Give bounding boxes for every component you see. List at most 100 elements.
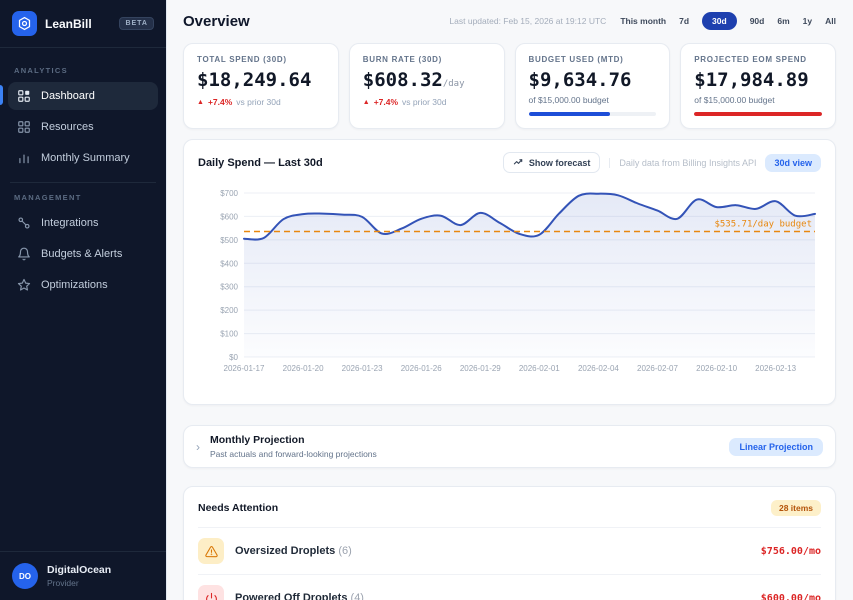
provider-role: Provider bbox=[47, 578, 79, 588]
attention-row-powered-off-droplets[interactable]: Powered Off Droplets (4) $600.00/mo bbox=[198, 574, 821, 600]
budget-progress-track bbox=[528, 112, 657, 116]
sidebar-item-label: Monthly Summary bbox=[41, 152, 130, 164]
provider-row[interactable]: DO DigitalOcean Provider bbox=[0, 551, 166, 600]
projection-progress-track bbox=[694, 112, 822, 116]
sidebar-item-label: Optimizations bbox=[41, 279, 108, 291]
sidebar-nav: ANALYTICS Dashboard Resources Monthly Su… bbox=[0, 48, 166, 310]
warning-triangle-icon bbox=[198, 538, 224, 564]
needs-attention-title: Needs Attention bbox=[198, 502, 279, 514]
sidebar-item-budgets-alerts[interactable]: Budgets & Alerts bbox=[8, 240, 158, 268]
svg-text:2026-02-04: 2026-02-04 bbox=[578, 364, 619, 373]
svg-text:$535.71/day budget: $535.71/day budget bbox=[714, 220, 812, 230]
show-forecast-button[interactable]: Show forecast bbox=[502, 152, 601, 173]
section-label-analytics: ANALYTICS bbox=[14, 66, 68, 75]
bar-chart-icon bbox=[19, 154, 29, 164]
svg-text:$0: $0 bbox=[229, 353, 238, 362]
link-icon bbox=[18, 217, 30, 229]
svg-text:2026-01-26: 2026-01-26 bbox=[401, 364, 442, 373]
kpi-label: TOTAL SPEND (30D) bbox=[197, 55, 287, 64]
attention-cost: $756.00/mo bbox=[760, 545, 821, 557]
needs-attention-card: Needs Attention 28 items Oversized Dropl… bbox=[183, 486, 836, 600]
leanbill-logo-icon bbox=[12, 11, 37, 36]
svg-text:$600: $600 bbox=[220, 212, 238, 221]
svg-text:2026-02-01: 2026-02-01 bbox=[519, 364, 560, 373]
sidebar-item-monthly-summary[interactable]: Monthly Summary bbox=[8, 144, 158, 172]
kpi-total-spend: TOTAL SPEND (30D) $18,249.64 ▲ +7.4% vs … bbox=[183, 43, 339, 129]
main-content: Overview Last updated: Feb 15, 2026 at 1… bbox=[167, 0, 853, 600]
sidebar-item-label: Budgets & Alerts bbox=[41, 248, 123, 260]
delta-up-icon: ▲ bbox=[362, 98, 370, 106]
kpi-value: $9,634.76 bbox=[528, 69, 632, 91]
svg-text:$700: $700 bbox=[220, 189, 238, 198]
items-count-badge: 28 items bbox=[770, 500, 821, 516]
dashboard-icon bbox=[18, 90, 30, 102]
provider-name: DigitalOcean bbox=[47, 564, 112, 576]
kpi-value: $17,984.89 bbox=[694, 69, 809, 91]
range-90d[interactable]: 90d bbox=[749, 16, 765, 26]
attention-cost: $600.00/mo bbox=[760, 592, 821, 600]
kpi-burn-rate: BURN RATE (30D) $608.32/day ▲ +7.4% vs p… bbox=[348, 43, 505, 129]
svg-text:$100: $100 bbox=[220, 330, 238, 339]
delta-up-icon: ▲ bbox=[197, 98, 204, 106]
attention-count: (6) bbox=[338, 545, 352, 557]
chart-source-note: Daily data from Billing Insights API bbox=[609, 157, 756, 168]
sidebar-item-optimizations[interactable]: Optimizations bbox=[8, 271, 158, 299]
svg-text:2026-01-23: 2026-01-23 bbox=[342, 364, 383, 373]
attention-row-oversized-droplets[interactable]: Oversized Droplets (6) $756.00/mo bbox=[198, 527, 821, 574]
projection-subtitle: Past actuals and forward-looking project… bbox=[210, 449, 377, 459]
range-7d[interactable]: 7d bbox=[679, 16, 690, 26]
last-updated-text: Last updated: Feb 15, 2026 at 19:12 UTC bbox=[449, 16, 607, 26]
range-this-month[interactable]: This month bbox=[620, 16, 667, 26]
budget-progress-fill bbox=[528, 112, 611, 116]
kpi-budget-used: BUDGET USED (MTD) $9,634.76 of $15,000.0… bbox=[514, 43, 671, 129]
star-icon bbox=[17, 278, 31, 291]
projection-badge: Linear Projection bbox=[729, 437, 823, 456]
kpi-projected-eom: PROJECTED EOM SPEND $17,984.89 of $15,00… bbox=[680, 43, 836, 129]
svg-text:2026-02-10: 2026-02-10 bbox=[696, 364, 737, 373]
time-range-selector: This month 7d 30d 90d 6m 1y All bbox=[620, 12, 836, 30]
range-1y[interactable]: 1y bbox=[802, 16, 813, 26]
beta-badge: BETA bbox=[119, 17, 154, 30]
kpi-unit: /day bbox=[442, 79, 465, 89]
sidebar-item-label: Resources bbox=[41, 121, 94, 133]
svg-text:2026-01-20: 2026-01-20 bbox=[283, 364, 324, 373]
power-off-icon bbox=[198, 585, 224, 600]
range-30d[interactable]: 30d bbox=[702, 12, 737, 30]
attention-label: Powered Off Droplets (4) bbox=[235, 592, 364, 600]
sidebar-item-integrations[interactable]: Integrations bbox=[8, 209, 158, 237]
range-all[interactable]: All bbox=[825, 16, 836, 26]
section-label-management: MANAGEMENT bbox=[14, 193, 82, 202]
svg-text:$400: $400 bbox=[220, 259, 238, 268]
delta-suffix: vs prior 30d bbox=[402, 97, 447, 107]
svg-text:$300: $300 bbox=[220, 283, 238, 292]
kpi-label: BURN RATE (30D) bbox=[362, 55, 442, 64]
svg-text:$500: $500 bbox=[220, 236, 238, 245]
kpi-label: BUDGET USED (MTD) bbox=[528, 55, 624, 64]
trend-line-icon bbox=[513, 159, 523, 165]
monthly-projection-card[interactable]: › Monthly Projection Past actuals and fo… bbox=[183, 425, 836, 468]
delta-value: +7.4% bbox=[373, 97, 399, 107]
projection-progress-fill bbox=[694, 112, 822, 116]
kpi-value: $608.32/day bbox=[362, 69, 465, 91]
brand-name: LeanBill bbox=[45, 16, 92, 31]
kpi-value: $18,249.64 bbox=[197, 69, 312, 91]
bell-icon bbox=[18, 247, 30, 261]
projection-title: Monthly Projection bbox=[210, 434, 305, 446]
kpi-row: TOTAL SPEND (30D) $18,249.64 ▲ +7.4% vs … bbox=[183, 43, 836, 129]
brand-row: LeanBill BETA bbox=[0, 0, 166, 48]
range-6m[interactable]: 6m bbox=[777, 16, 790, 26]
svg-text:2026-02-13: 2026-02-13 bbox=[755, 364, 796, 373]
daily-spend-card: Daily Spend — Last 30d Show forecast Dai… bbox=[183, 139, 836, 405]
sidebar-item-resources[interactable]: Resources bbox=[8, 113, 158, 141]
svg-text:2026-02-07: 2026-02-07 bbox=[637, 364, 678, 373]
digitalocean-avatar: DO bbox=[12, 563, 38, 589]
view-pill[interactable]: 30d view bbox=[765, 153, 821, 172]
chevron-right-icon[interactable]: › bbox=[196, 439, 200, 454]
delta-suffix: vs prior 30d bbox=[236, 97, 281, 107]
attention-label: Oversized Droplets (6) bbox=[235, 545, 352, 557]
sidebar-item-dashboard[interactable]: Dashboard bbox=[0, 82, 158, 110]
chart-title: Daily Spend — Last 30d bbox=[198, 156, 323, 169]
sidebar-divider bbox=[10, 182, 156, 183]
page-title: Overview bbox=[183, 12, 250, 30]
